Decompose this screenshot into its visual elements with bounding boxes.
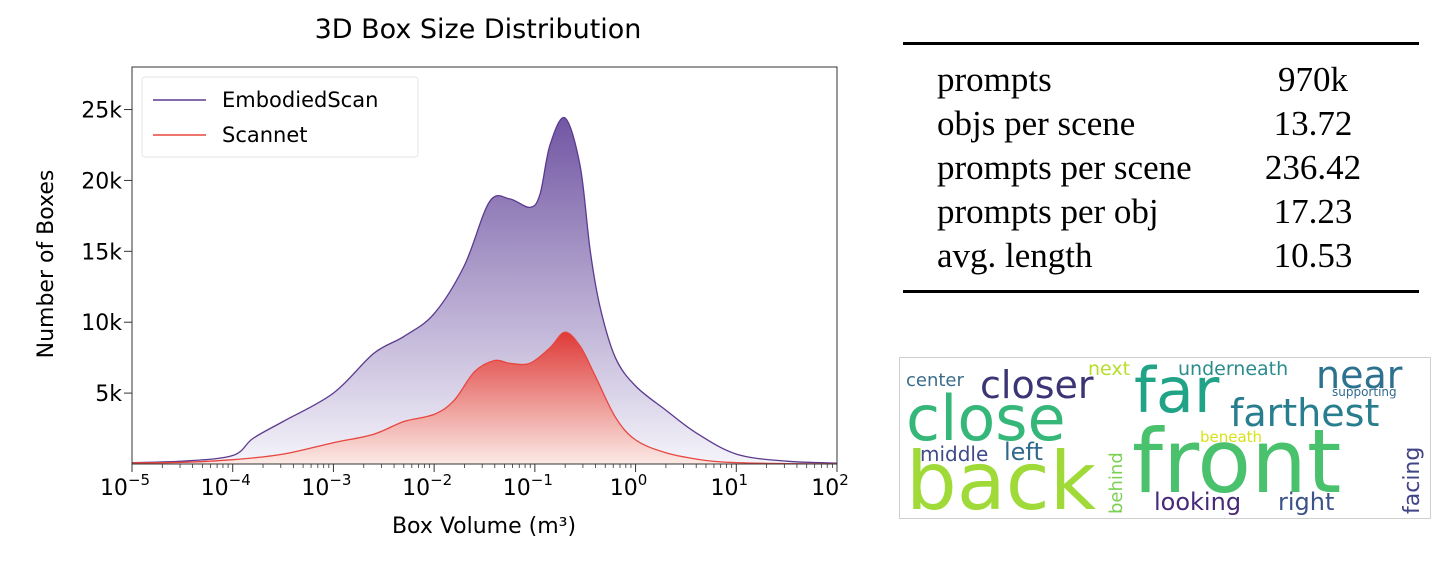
word-front: front bbox=[1132, 410, 1342, 513]
chart-title: 3D Box Size Distribution bbox=[315, 14, 642, 45]
table-top-rule bbox=[903, 42, 1419, 45]
stat-label: avg. length bbox=[937, 236, 1093, 275]
plot-frame bbox=[131, 66, 838, 465]
stat-value: 970k bbox=[1278, 60, 1348, 99]
word-back: back bbox=[906, 435, 1097, 519]
legend: EmbodiedScan Scannet bbox=[141, 76, 419, 158]
x-tick-label: 101 bbox=[711, 471, 749, 501]
word-middle: middle bbox=[920, 442, 989, 466]
stat-label: prompts bbox=[937, 60, 1052, 99]
stat-label: prompts per scene bbox=[937, 148, 1192, 187]
word-behind: behind bbox=[1106, 452, 1127, 514]
y-tick-label: 10k bbox=[81, 311, 122, 336]
word-far: far bbox=[1134, 357, 1220, 427]
table-row: prompts 970k bbox=[903, 58, 1419, 102]
word-close: close bbox=[906, 382, 1066, 455]
word-facing: facing bbox=[1400, 446, 1425, 514]
x-tick-label: 10−2 bbox=[402, 471, 452, 501]
series-area-embodiedscan bbox=[132, 117, 837, 464]
y-tick-label: 5k bbox=[95, 382, 122, 407]
word-beneath: beneath bbox=[1200, 428, 1263, 446]
word-underneath: underneath bbox=[1178, 358, 1289, 380]
x-tick-label: 10−3 bbox=[301, 471, 351, 501]
y-tick-label: 15k bbox=[81, 240, 122, 265]
word-farthest: farthest bbox=[1230, 391, 1380, 435]
legend-label-scannet: Scannet bbox=[222, 123, 308, 147]
x-tick-label: 100 bbox=[610, 471, 648, 501]
series-line-scannet bbox=[132, 331, 837, 464]
word-cloud: center closer next far underneath near s… bbox=[899, 357, 1431, 519]
stat-label: prompts per obj bbox=[937, 192, 1159, 231]
box-size-chart: 3D Box Size Distribution 10−5 10−4 10−3 10−… bbox=[34, 14, 849, 539]
word-closer: closer bbox=[980, 363, 1094, 407]
y-tick-label: 25k bbox=[81, 99, 122, 124]
word-right: right bbox=[1278, 488, 1335, 516]
series-area-scannet bbox=[132, 332, 837, 464]
word-supporting: supporting bbox=[1332, 385, 1397, 399]
x-axis-label-text: Box Volume (m³) bbox=[392, 514, 576, 539]
word-near: near bbox=[1316, 357, 1403, 397]
series-line-embodiedscan bbox=[132, 116, 837, 464]
table-row: prompts per obj 17.23 bbox=[903, 190, 1419, 234]
table-row: avg. length 10.53 bbox=[903, 234, 1419, 278]
y-tick-label: 20k bbox=[81, 169, 122, 194]
stat-value: 10.53 bbox=[1273, 236, 1353, 275]
word-looking: looking bbox=[1154, 488, 1242, 516]
table-row: objs per scene 13.72 bbox=[903, 102, 1419, 146]
stat-value: 13.72 bbox=[1273, 104, 1353, 143]
stat-value: 236.42 bbox=[1264, 148, 1362, 187]
x-tick-label: 10−4 bbox=[201, 471, 251, 501]
x-axis: 10−5 10−4 10−3 10−2 10−1 100 101 102 bbox=[100, 464, 849, 501]
table-row: prompts per scene 236.42 bbox=[903, 146, 1419, 190]
series-layer bbox=[132, 116, 837, 464]
x-tick-label: 102 bbox=[811, 471, 849, 501]
y-axis: 5k 10k 15k 20k 25k bbox=[81, 99, 132, 407]
x-tick-label: 10−1 bbox=[503, 471, 553, 501]
legend-label-embodiedscan: EmbodiedScan bbox=[222, 88, 378, 112]
x-tick-label: 10−5 bbox=[100, 471, 150, 501]
stat-label: objs per scene bbox=[937, 104, 1136, 143]
stats-table: prompts 970k objs per scene 13.72 prompt… bbox=[903, 40, 1419, 296]
word-next: next bbox=[1088, 358, 1131, 380]
table-bottom-rule bbox=[903, 290, 1419, 293]
legend-box bbox=[141, 76, 419, 158]
word-left: left bbox=[1004, 438, 1043, 466]
x-axis-label: Box Volume (m³) bbox=[392, 514, 576, 539]
stat-value: 17.23 bbox=[1273, 192, 1353, 231]
y-axis-label: Number of Boxes bbox=[34, 170, 59, 359]
chart-svg: 3D Box Size Distribution 10−5 10−4 10−3 10−… bbox=[34, 14, 849, 539]
word-center: center bbox=[906, 370, 964, 391]
